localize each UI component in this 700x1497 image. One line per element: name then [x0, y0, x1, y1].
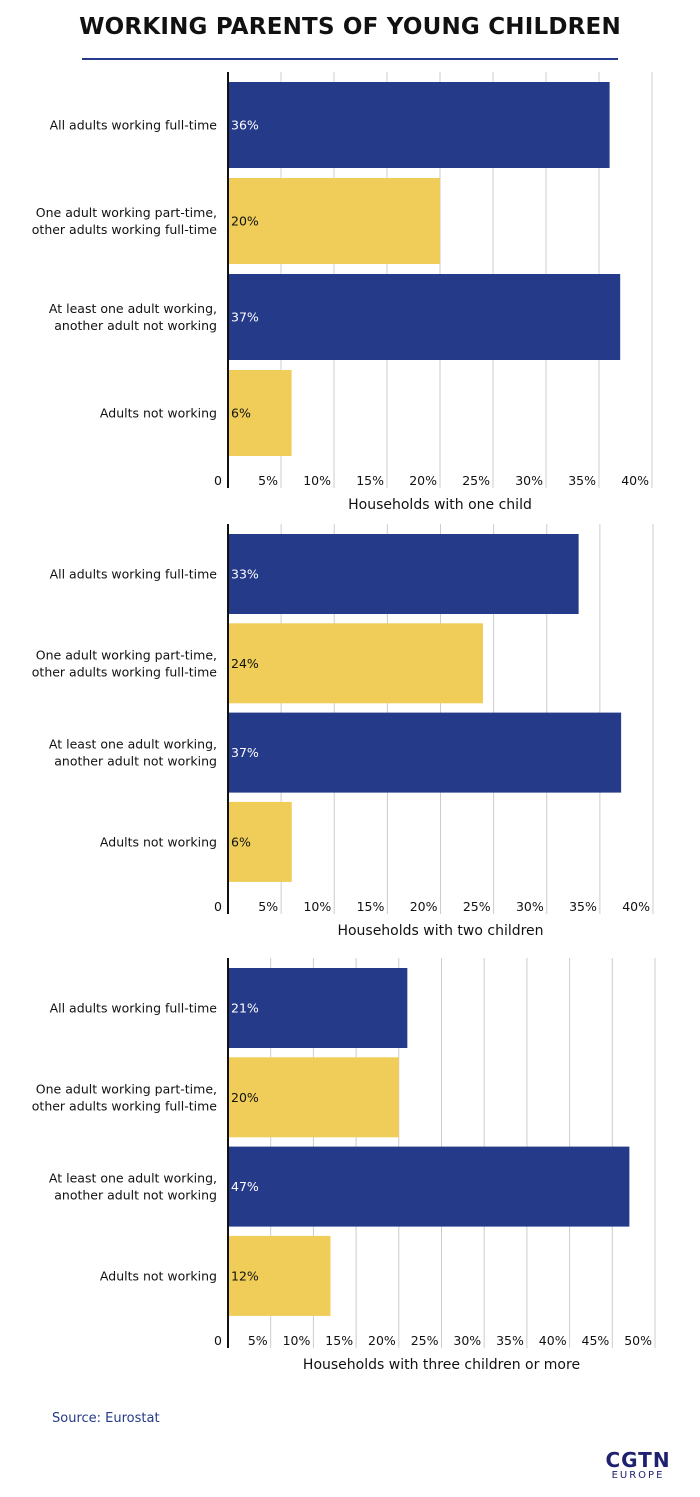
x-axis-label: Households with one child: [348, 497, 532, 513]
category-label: At least one adult working,: [49, 737, 217, 752]
category-label: another adult not working: [54, 318, 217, 333]
tick-label: 15%: [356, 473, 384, 488]
bar: [228, 178, 440, 264]
category-label: Adults not working: [100, 406, 217, 421]
tick-label: 45%: [582, 1333, 610, 1348]
chart-two-children: 33% All adults working full-time 24% One ad…: [32, 524, 654, 939]
tick-label: 25%: [411, 1333, 439, 1348]
tick-label: 40%: [539, 1333, 567, 1348]
data-label: 21%: [231, 1001, 259, 1016]
category-label: All adults working full-time: [50, 118, 218, 133]
bar: [228, 801, 292, 882]
bar: [228, 534, 579, 614]
tick-label: 10%: [303, 899, 331, 914]
category-label: One adult working part-time,: [36, 205, 217, 220]
chart-one-child: 36% All adults working full-time 20% One ad…: [32, 72, 653, 513]
tick-label: 20%: [368, 1333, 396, 1348]
tick-label: 30%: [453, 1333, 481, 1348]
data-label: 6%: [231, 834, 251, 849]
data-label: 47%: [231, 1179, 259, 1194]
tick-label: 35%: [568, 473, 596, 488]
data-label: 20%: [231, 214, 259, 229]
category-label: another adult not working: [54, 754, 217, 769]
tick-label: 20%: [410, 899, 438, 914]
bar: [228, 712, 622, 793]
data-label: 20%: [231, 1090, 259, 1105]
logo-wordmark: CGTN: [605, 1448, 671, 1472]
source-note: Source: Eurostat: [52, 1411, 160, 1426]
category-label: other adults working full-time: [32, 664, 218, 679]
tick-label: 20%: [409, 473, 437, 488]
category-label: One adult working part-time,: [36, 647, 217, 662]
category-label: One adult working part-time,: [36, 1081, 217, 1096]
x-axis-label: Households with three children or more: [303, 1357, 580, 1373]
tick-label: 0: [214, 473, 222, 488]
category-label: Adults not working: [100, 1268, 217, 1283]
category-label: At least one adult working,: [49, 301, 217, 316]
tick-label: 10%: [303, 473, 331, 488]
data-label: 12%: [231, 1268, 259, 1283]
logo-subtitle: EUROPE: [611, 1470, 665, 1481]
tick-label: 25%: [462, 473, 490, 488]
chart-title: WORKING PARENTS OF YOUNG CHILDREN: [79, 14, 621, 40]
tick-label: 0: [214, 899, 222, 914]
tick-label: 15%: [357, 899, 385, 914]
chart-three-children-or-more: 21% All adults working full-time 20% One ad…: [32, 958, 656, 1373]
title-underline: [82, 58, 618, 60]
bar: [228, 1235, 331, 1316]
tick-label: 0: [214, 1333, 222, 1348]
tick-label: 5%: [258, 899, 278, 914]
category-label: other adults working full-time: [32, 222, 218, 237]
tick-label: 25%: [463, 899, 491, 914]
cgtn-europe-logo: CGTN EUROPE: [598, 1450, 678, 1482]
category-label: All adults working full-time: [50, 567, 218, 582]
tick-label: 5%: [248, 1333, 268, 1348]
bar: [228, 1146, 630, 1227]
data-label: 37%: [231, 310, 259, 325]
category-label: another adult not working: [54, 1188, 217, 1203]
bar: [228, 274, 621, 360]
tick-label: 15%: [325, 1333, 353, 1348]
tick-label: 35%: [496, 1333, 524, 1348]
data-label: 6%: [231, 406, 251, 421]
bar: [228, 370, 292, 456]
category-label: Adults not working: [100, 834, 217, 849]
tick-label: 5%: [258, 473, 278, 488]
bar: [228, 82, 610, 168]
category-label: At least one adult working,: [49, 1171, 217, 1186]
bar: [228, 1057, 399, 1138]
category-label: other adults working full-time: [32, 1098, 218, 1113]
tick-label: 40%: [621, 473, 649, 488]
tick-label: 40%: [622, 899, 650, 914]
tick-label: 30%: [516, 899, 544, 914]
bar: [228, 968, 408, 1048]
tick-label: 50%: [624, 1333, 652, 1348]
tick-label: 35%: [569, 899, 597, 914]
x-axis-label: Households with two children: [337, 923, 543, 939]
data-label: 24%: [231, 656, 259, 671]
bar: [228, 623, 483, 704]
data-label: 33%: [231, 567, 259, 582]
tick-label: 30%: [515, 473, 543, 488]
tick-label: 10%: [283, 1333, 311, 1348]
data-label: 36%: [231, 118, 259, 133]
data-label: 37%: [231, 745, 259, 760]
category-label: All adults working full-time: [50, 1001, 218, 1016]
